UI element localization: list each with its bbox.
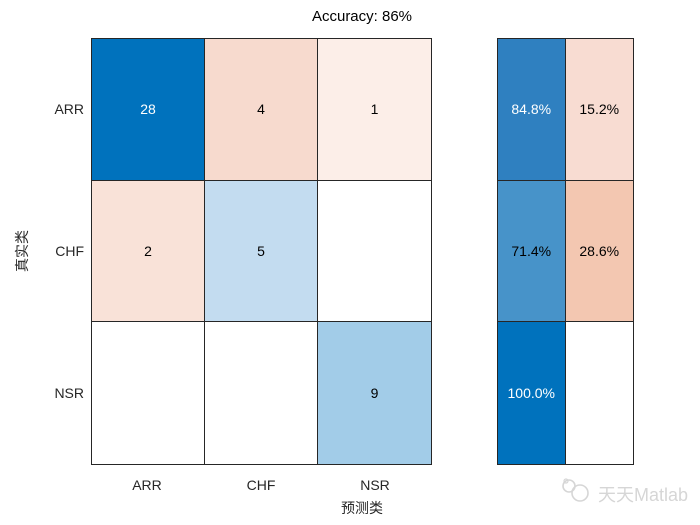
matrix-cell-NSR-NSR: 9	[318, 322, 431, 464]
xtick-arr: ARR	[132, 477, 162, 493]
matrix-cell-CHF-CHF: 5	[205, 180, 318, 323]
row-summary-panel: 84.8% 15.2% 71.4% 28.6% 100.0%	[497, 38, 634, 465]
summary-cell-ARR-correct: 84.8%	[498, 39, 566, 181]
summary-cell-CHF-incorrect: 28.6%	[565, 180, 633, 323]
watermark: 天天Matlab	[560, 478, 688, 509]
xtick-chf: CHF	[246, 477, 276, 493]
chart-title: Accuracy: 86%	[311, 8, 413, 25]
ytick-chf: CHF	[55, 243, 84, 259]
matrix-cell-ARR-CHF: 4	[205, 39, 318, 181]
ytick-arr: ARR	[54, 101, 84, 117]
summary-cell-CHF-correct: 71.4%	[498, 180, 566, 323]
matrix-cell-ARR-NSR: 1	[318, 39, 431, 181]
summary-cell-ARR-incorrect: 15.2%	[565, 39, 633, 181]
y-axis-label: 真实类	[14, 230, 30, 272]
summary-cell-NSR-correct: 100.0%	[498, 322, 566, 464]
mascot-logo-icon	[560, 478, 594, 509]
watermark-text: 天天Matlab	[597, 484, 688, 505]
ytick-nsr: NSR	[54, 385, 84, 401]
matrix-cell-NSR-CHF	[205, 322, 318, 464]
matrix-cell-NSR-ARR	[92, 322, 205, 464]
matrix-cell-CHF-ARR: 2	[92, 180, 205, 323]
x-axis-label: 预测类	[341, 500, 383, 516]
summary-cell-NSR-incorrect	[565, 322, 633, 464]
xtick-nsr: NSR	[360, 477, 390, 493]
matrix-cell-CHF-NSR	[318, 180, 431, 323]
confusion-matrix: 28 4 1 2 5 9	[91, 38, 432, 465]
matrix-cell-ARR-ARR: 28	[92, 39, 205, 181]
